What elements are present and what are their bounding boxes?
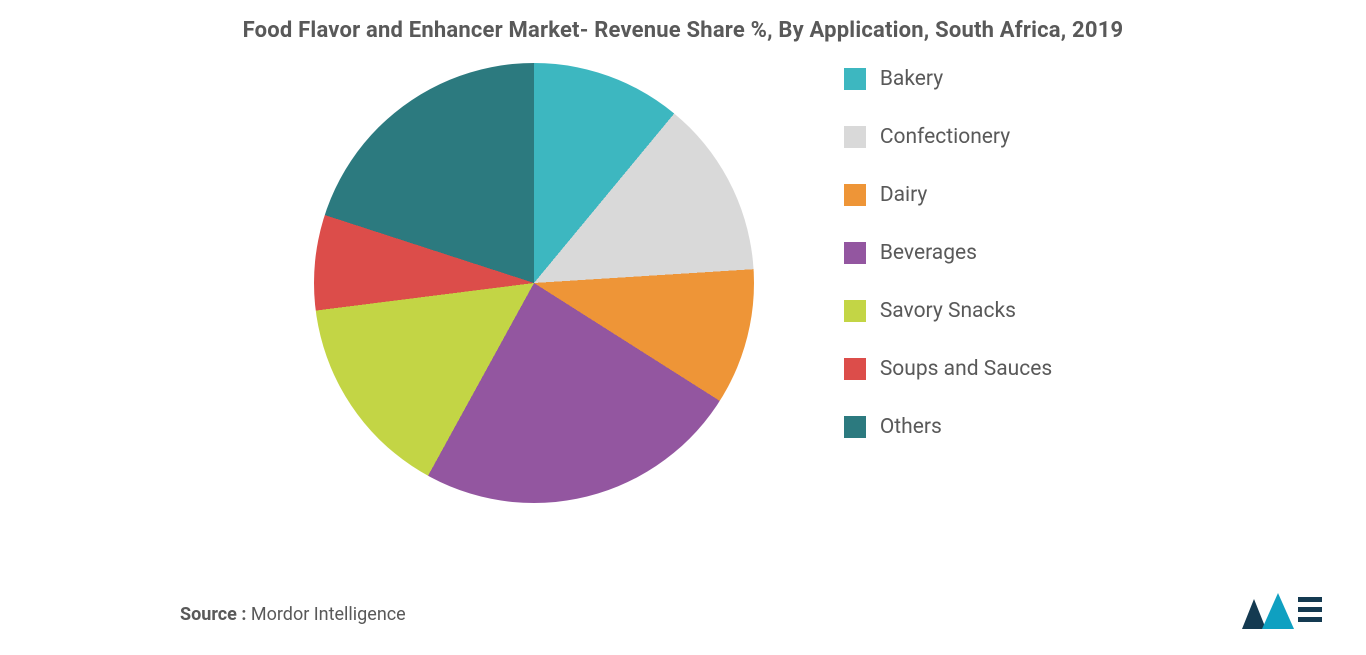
chart-body: Bakery Confectionery Dairy Beverages Sav…: [40, 63, 1326, 563]
legend-item-confectionery: Confectionery: [844, 125, 1052, 149]
swatch-confectionery: [844, 126, 866, 148]
legend-label-soups-sauces: Soups and Sauces: [880, 357, 1052, 381]
legend: Bakery Confectionery Dairy Beverages Sav…: [844, 67, 1052, 439]
swatch-dairy: [844, 184, 866, 206]
legend-label-beverages: Beverages: [880, 241, 977, 265]
source-attribution: Source : Mordor Intelligence: [180, 604, 406, 625]
legend-label-savory-snacks: Savory Snacks: [880, 299, 1016, 323]
chart-title: Food Flavor and Enhancer Market- Revenue…: [40, 18, 1326, 43]
legend-label-bakery: Bakery: [880, 67, 943, 91]
legend-item-beverages: Beverages: [844, 241, 1052, 265]
legend-item-savory-snacks: Savory Snacks: [844, 299, 1052, 323]
legend-item-bakery: Bakery: [844, 67, 1052, 91]
legend-item-dairy: Dairy: [844, 183, 1052, 207]
swatch-others: [844, 416, 866, 438]
swatch-savory-snacks: [844, 300, 866, 322]
legend-label-dairy: Dairy: [880, 183, 928, 207]
swatch-soups-sauces: [844, 358, 866, 380]
legend-item-soups-sauces: Soups and Sauces: [844, 357, 1052, 381]
legend-label-confectionery: Confectionery: [880, 125, 1010, 149]
legend-item-others: Others: [844, 415, 1052, 439]
source-value: Mordor Intelligence: [251, 604, 406, 625]
legend-label-others: Others: [880, 415, 942, 439]
pie-chart: [314, 63, 754, 503]
source-label: Source :: [180, 604, 246, 625]
mordor-intelligence-logo-icon: [1240, 589, 1326, 631]
swatch-beverages: [844, 242, 866, 264]
swatch-bakery: [844, 68, 866, 90]
chart-container: Food Flavor and Enhancer Market- Revenue…: [0, 0, 1366, 655]
